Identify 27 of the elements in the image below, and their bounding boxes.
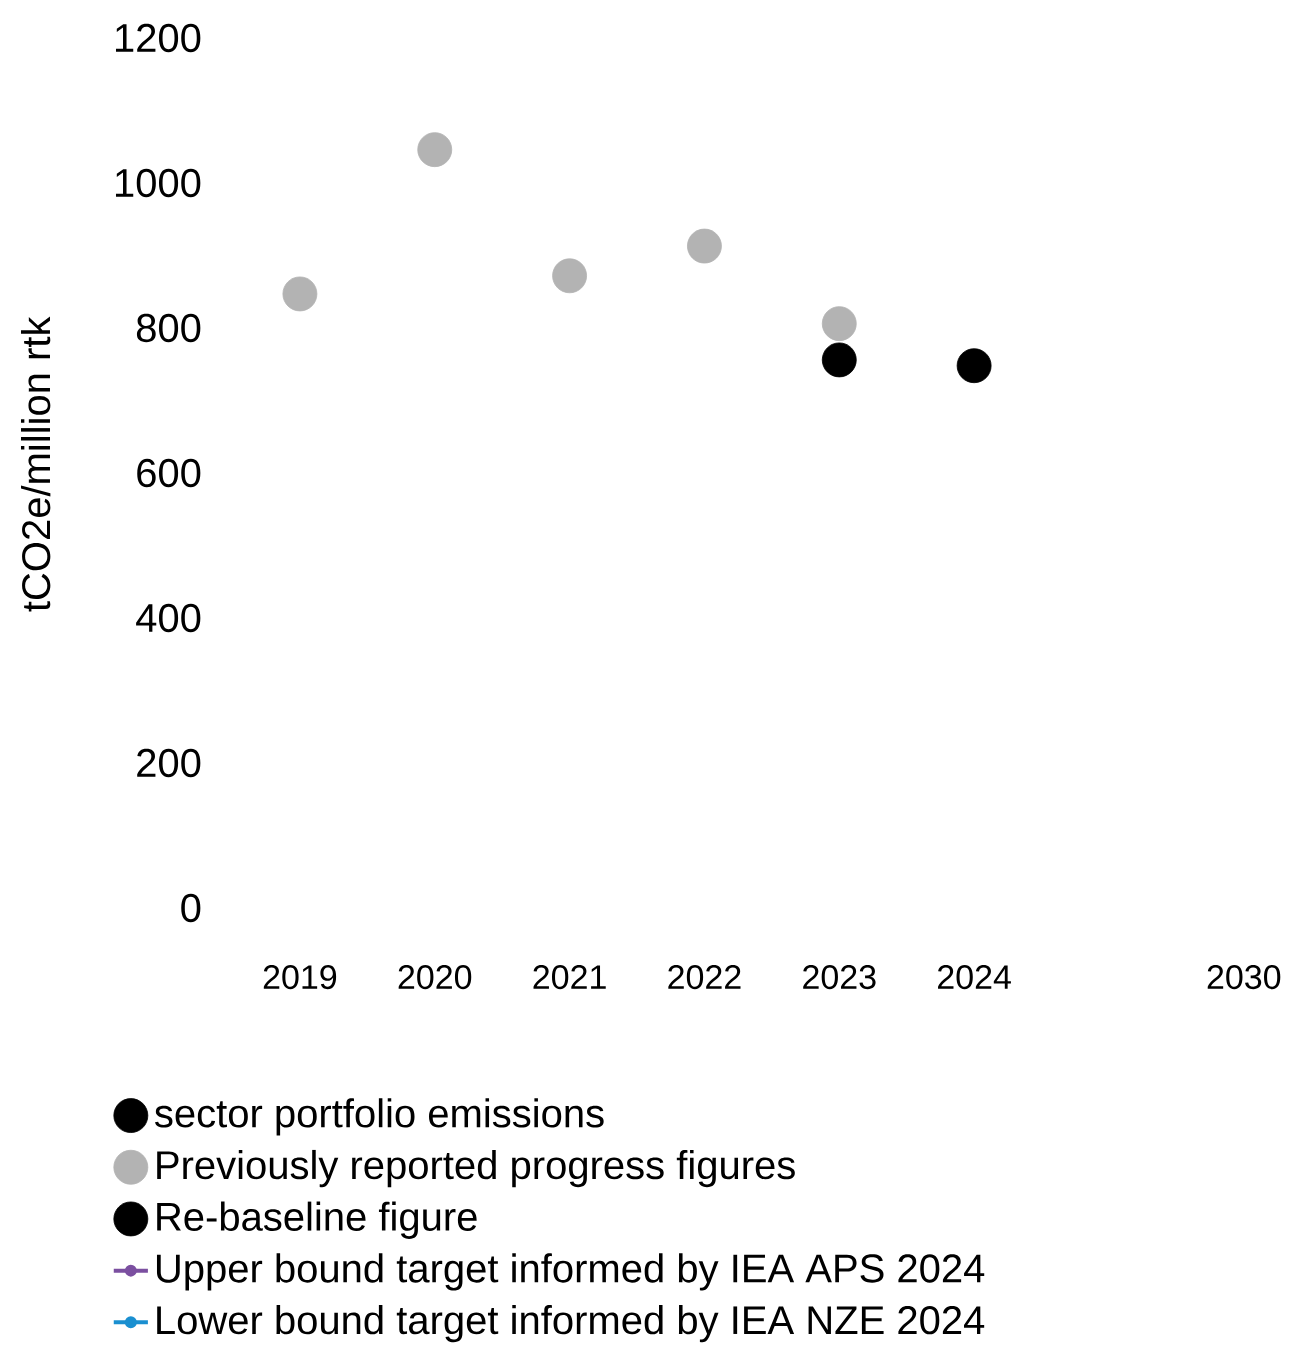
x-tick-label: 2019 [263, 965, 337, 990]
legend-label: Previously reported progress figures [157, 1149, 795, 1188]
point [552, 258, 587, 294]
point [282, 276, 318, 312]
y-tick-label: 1000 [115, 168, 201, 198]
y-tick-label: 400 [136, 603, 201, 633]
legend-label: Lower bound target informed by IEA NZE 2024 [157, 1304, 985, 1343]
y-axis-title: tCO2e/million rtk [21, 316, 51, 612]
x-tick-label: 2022 [668, 965, 741, 990]
point [821, 306, 857, 342]
y-tick-label: 800 [136, 313, 201, 343]
x-tick-label: 2020 [398, 965, 472, 990]
point [687, 228, 722, 264]
legend-label: sector portfolio emissions [155, 1098, 604, 1136]
point [956, 348, 992, 384]
y-tick-label: 600 [137, 458, 201, 488]
y-tick-label: 0 [181, 893, 201, 923]
legend-label: Re-baseline figure [157, 1201, 477, 1239]
x-tick-label: 2021 [533, 965, 606, 990]
y-tick-label: 1200 [115, 23, 201, 53]
point [417, 132, 453, 168]
x-tick-label: 2024 [938, 965, 1011, 990]
legend-label: Upper bound target informed by IEA APS 2024 [156, 1253, 985, 1291]
point [821, 342, 857, 378]
y-tick-label: 200 [137, 748, 201, 778]
x-tick-label: 2030 [1207, 965, 1281, 990]
x-tick-label: 2023 [803, 965, 876, 990]
